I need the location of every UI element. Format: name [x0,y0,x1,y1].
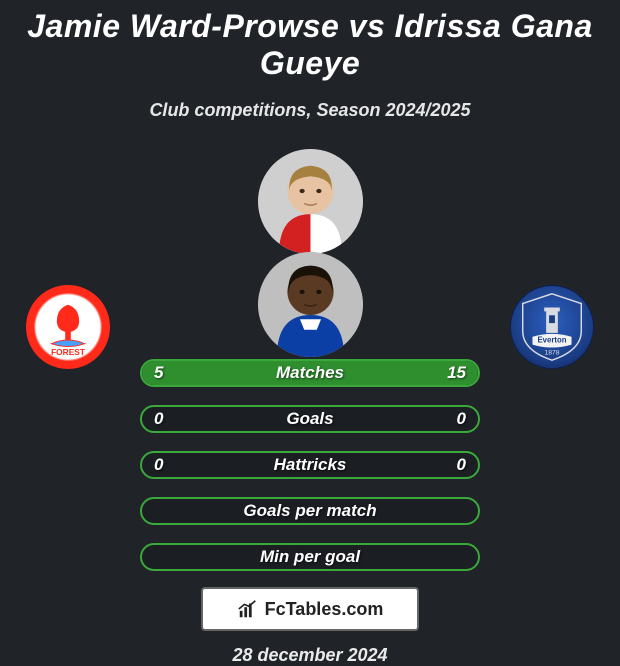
player-left-illustration [258,149,363,254]
club-right-badge: Everton 1878 [510,285,594,369]
stat-bar-right-fill [226,361,478,385]
stat-bar-row: Goals 0 0 [140,405,480,433]
comparison-area: FOREST Everton 1878 Matches515Goals00Hat… [4,149,616,666]
stat-bar-row: Min per goal [140,543,480,571]
bar-chart-icon [237,598,259,620]
club-right-motto: 1878 [544,349,559,356]
stat-bar-label: Goals [286,409,333,429]
club-left-name: FOREST [51,347,85,357]
club-right-name: Everton [537,336,566,345]
stat-bar-row: Matches 5 15 [140,359,480,387]
player-right-avatar [258,252,363,357]
club-right-crest-icon: Everton 1878 [511,286,593,368]
attribution-text: FcTables.com [265,599,384,620]
stat-bar-right-value: 15 [447,363,466,383]
stat-bar-label: Hattricks [274,455,347,475]
subtitle: Club competitions, Season 2024/2025 [4,100,616,121]
player-right-illustration [258,252,363,357]
player-left-avatar [258,149,363,254]
stat-bar-left-value: 0 [154,455,163,475]
attribution-badge: FcTables.com [201,587,419,631]
stat-bar-label: Goals per match [243,501,376,521]
date-stamp: 28 december 2024 [232,645,387,666]
stat-bar-label: Matches [276,363,344,383]
stat-bar-left-value: 0 [154,409,163,429]
club-left-crest-icon: FOREST [29,288,107,366]
stat-bar-row: Goals per match [140,497,480,525]
club-left-badge: FOREST [26,285,110,369]
stat-bar-right-value: 0 [457,455,466,475]
page-title: Jamie Ward-Prowse vs Idrissa Gana Gueye [4,8,616,82]
stat-bar-left-value: 5 [154,363,163,383]
stat-bars: Matches 5 15 Goals 0 0 Hattricks 0 0 Goals per ma… [140,359,480,571]
stat-bar-right-value: 0 [457,409,466,429]
stat-bar-label: Min per goal [260,547,360,567]
stat-bar-row: Hattricks 0 0 [140,451,480,479]
